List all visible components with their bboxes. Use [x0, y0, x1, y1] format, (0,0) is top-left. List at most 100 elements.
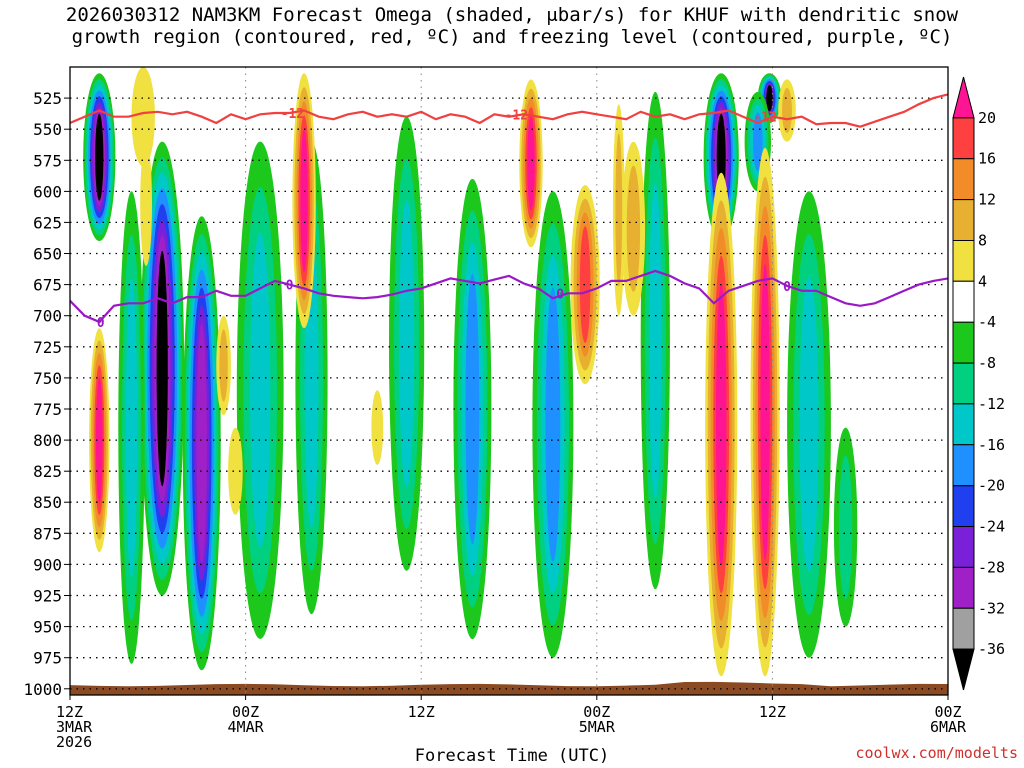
omega-shade-up-5-2	[125, 278, 138, 578]
omega-shade-up-2-7	[156, 250, 168, 487]
omega-shade-dn-8-0	[131, 67, 155, 167]
xtick-label-36-1: 5MAR	[579, 718, 616, 736]
colorbar-label-0: 20	[978, 109, 996, 127]
colorbar-label-11: -28	[978, 558, 1005, 576]
omega-shade-up-10-3	[465, 273, 480, 545]
ytick-label-625: 625	[33, 213, 62, 232]
omega-shade-dn-4-3	[579, 226, 591, 343]
colorbar-bin-14	[952, 648, 975, 691]
omega-shade-up-13-2	[799, 276, 819, 573]
colorbar-bin-4	[952, 240, 975, 282]
colorbar-bin-10	[952, 485, 975, 527]
credit-link[interactable]: coolwx.com/modelts	[855, 744, 1018, 762]
colorbar-bin-13	[952, 607, 975, 650]
xtick-label-60-0: 00Z	[934, 703, 961, 721]
omega-shade-up-4-6	[766, 85, 773, 112]
title-line-2: growth region (contoured, red, ºC) and f…	[71, 26, 953, 48]
ytick-label-975: 975	[33, 649, 62, 668]
omega-shade-up-7-2	[250, 232, 271, 548]
omega-shade-dn-14-0	[140, 141, 153, 266]
freezing-level-contour-label-3: 0	[783, 280, 791, 295]
omega-shade-dn-5-4	[716, 283, 727, 566]
dendritic-contour-label-0: -12	[281, 107, 304, 122]
omega-shade-dn-7-1	[219, 329, 228, 402]
colorbar-label-2: 12	[978, 191, 996, 209]
omega-shade-up-12-2	[649, 183, 662, 499]
dendritic-contour-line	[70, 93, 948, 128]
colorbar-bin-8	[952, 403, 975, 446]
colorbar-bin-1	[952, 117, 975, 160]
ytick-label-725: 725	[33, 338, 62, 357]
ytick-label-950: 950	[33, 618, 62, 637]
colorbar-label-7: -12	[978, 395, 1005, 413]
colorbar-label-6: -8	[978, 354, 996, 372]
freezing-level-contour-label-2: 0	[556, 287, 564, 302]
colorbar-label-10: -24	[978, 518, 1005, 536]
colorbar-bin-9	[952, 444, 975, 487]
ytick-label-550: 550	[33, 120, 62, 139]
plot-frame	[69, 66, 949, 696]
ytick-label-675: 675	[33, 276, 62, 295]
omega-shade-up-14-1	[838, 454, 853, 600]
xtick-label-12-0: 00Z	[232, 703, 259, 721]
title-line-1: 2026030312 NAM3KM Forecast Omega (shaded…	[65, 4, 959, 26]
colorbar-label-12: -32	[978, 599, 1005, 617]
colorbar-bin-7	[952, 362, 975, 405]
dendritic-contour-label-2: -12	[753, 111, 776, 126]
freezing-level-contour-line	[70, 269, 948, 324]
ytick-label-700: 700	[33, 307, 62, 326]
omega-shade-up-6-6	[196, 323, 207, 564]
ytick-label-575: 575	[33, 151, 62, 170]
omega-shade-dn-3-4	[527, 116, 535, 211]
colorbar-bin-11	[952, 526, 975, 568]
omega-shade-dn-6-4	[760, 264, 770, 561]
colorbar-label-8: -16	[978, 436, 1005, 454]
chart-title: 2026030312 NAM3KM Forecast Omega (shaded…	[0, 4, 1024, 48]
omega-shade-up-1-7	[95, 113, 104, 201]
ytick-label-600: 600	[33, 182, 62, 201]
ytick-label-875: 875	[33, 524, 62, 543]
omega-shade-up-15-3	[753, 112, 763, 171]
colorbar-bin-3	[952, 199, 975, 241]
freezing-level-contour-label-0: 0	[97, 316, 105, 331]
ytick-label-525: 525	[33, 89, 62, 108]
xtick-label-0-2: 2026	[56, 733, 92, 751]
omega-shade-up-9-2	[399, 200, 415, 488]
ytick-label-650: 650	[33, 245, 62, 264]
omega-shade-dn-13-1	[615, 133, 623, 287]
xtick-label-12-1: 4MAR	[228, 718, 265, 736]
xtick-label-60-1: 6MAR	[930, 718, 967, 736]
omega-shade-dn-2-4	[300, 129, 308, 273]
x-axis-label: Forecast Time (UTC)	[414, 746, 610, 766]
xtick-label-0-1: 3MAR	[56, 718, 93, 736]
omega-shade-up-11-3	[545, 287, 561, 562]
colorbar-label-1: 16	[978, 150, 996, 168]
ytick-label-850: 850	[33, 493, 62, 512]
ytick-label-900: 900	[33, 555, 62, 574]
colorbar-bin-6	[952, 321, 975, 364]
colorbar-bin-5	[952, 280, 975, 323]
ytick-label-775: 775	[33, 400, 62, 419]
xtick-label-24-0: 12Z	[408, 703, 435, 721]
colorbar-label-5: -4	[978, 313, 996, 331]
colorbar-label-9: -20	[978, 477, 1005, 495]
ytick-label-825: 825	[33, 462, 62, 481]
dendritic-contour-label-1: -12	[505, 108, 528, 123]
xtick-label-0-0: 12Z	[56, 703, 83, 721]
ytick-label-1000: 1000	[23, 680, 62, 699]
xtick-label-48-0: 12Z	[759, 703, 786, 721]
terrain-band	[70, 681, 948, 695]
colorbar-label-3: 8	[978, 232, 987, 250]
omega-shade-dn-9-1	[626, 165, 641, 292]
omega-shade-dn-1-4	[96, 377, 103, 503]
colorbar-bin-2	[952, 158, 975, 201]
ytick-label-750: 750	[33, 369, 62, 388]
ytick-label-925: 925	[33, 587, 62, 606]
colorbar-label-13: -36	[978, 640, 1005, 658]
omega-shade-dn-12-0	[371, 390, 384, 465]
ytick-label-800: 800	[33, 431, 62, 450]
omega-shade-dn-11-0	[228, 427, 243, 515]
freezing-level-contour-label-1: 0	[286, 279, 294, 294]
colorbar-label-4: 4	[978, 272, 987, 290]
